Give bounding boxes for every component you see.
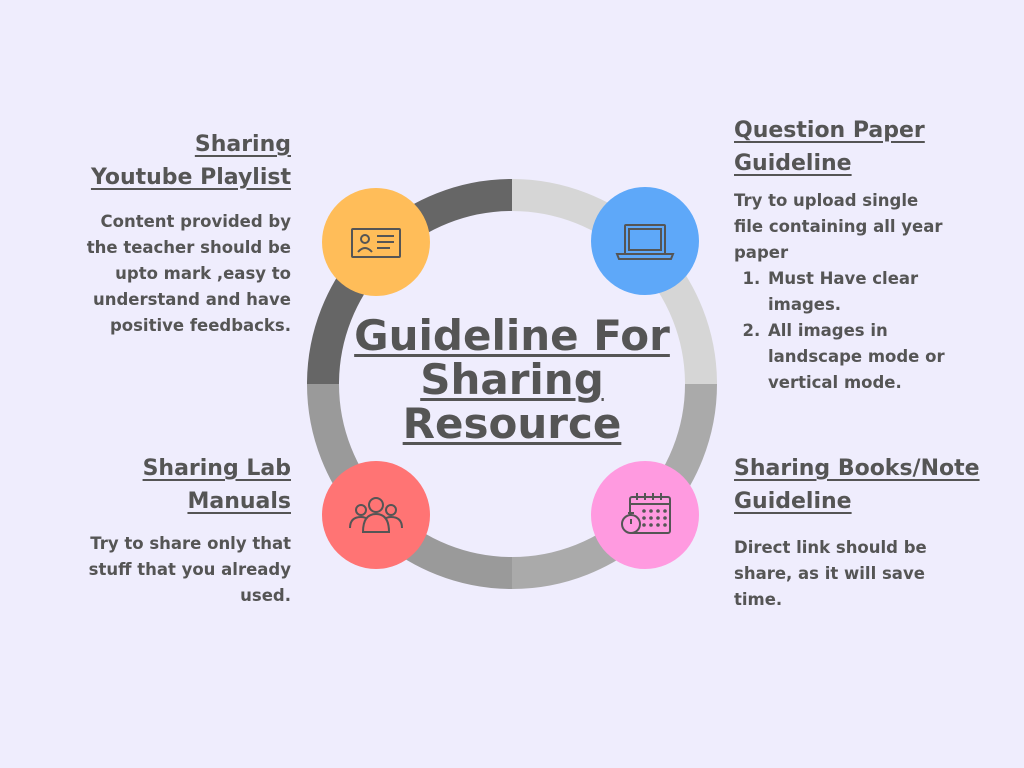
calendar-stopwatch-icon [621, 493, 671, 534]
list-item: All images in landscape mode or vertical… [766, 318, 976, 396]
lab-manuals-heading: Sharing Lab Manuals [60, 452, 291, 518]
youtube-body-line-2: the teacher should be [86, 238, 291, 257]
youtube-heading-line-1: Sharing [194, 132, 291, 157]
books-notes-body-line-2: share, as it will save [734, 564, 925, 583]
lab-manuals-body-line-1: Try to share only that [90, 534, 291, 553]
books-notes-heading: Sharing Books/Note Guideline [734, 452, 1004, 518]
youtube-heading: Sharing Youtube Playlist [60, 128, 291, 194]
node-circle-youtube [322, 188, 430, 296]
question-paper-body-line-2: file containing all year [734, 217, 943, 236]
list-item: Must Have clear images. [766, 266, 976, 318]
books-notes-body: Direct link should be share, as it will … [734, 535, 974, 613]
question-paper-list: Must Have clear images. All images in la… [734, 266, 976, 396]
lab-manuals-heading-line-1: Sharing Lab [142, 456, 291, 481]
youtube-heading-line-2: Youtube Playlist [90, 165, 291, 190]
youtube-body-line-1: Content provided by [100, 212, 291, 231]
youtube-body-line-5: positive feedbacks. [109, 316, 291, 335]
question-paper-heading-line-1: Question Paper [734, 118, 925, 143]
books-notes-heading-line-1: Sharing Books/Note [734, 456, 980, 481]
lab-manuals-body-line-3: used. [240, 586, 291, 605]
laptop-icon [615, 224, 675, 260]
calendar-dots [642, 509, 667, 527]
lab-manuals-body-line-2: stuff that you already [88, 560, 291, 579]
id-card-icon [351, 228, 401, 258]
lab-manuals-body: Try to share only that stuff that you al… [40, 531, 291, 609]
node-circle-books-notes [591, 461, 699, 569]
books-notes-heading-line-2: Guideline [734, 489, 852, 514]
question-paper-heading: Question Paper Guideline [734, 114, 994, 180]
youtube-body: Content provided by the teacher should b… [40, 209, 291, 339]
question-paper-body-line-1: Try to upload single [734, 191, 919, 210]
diagram-title: Guideline For Sharing Resource [354, 311, 670, 448]
question-paper-body: Try to upload single file containing all… [734, 188, 974, 266]
youtube-body-line-3: upto mark ,easy to [115, 264, 291, 283]
lab-manuals-heading-line-2: Manuals [187, 489, 291, 514]
books-notes-body-line-3: time. [734, 590, 783, 609]
group-icon [349, 497, 403, 533]
books-notes-body-line-1: Direct link should be [734, 538, 927, 557]
node-circle-question-paper [591, 187, 699, 295]
question-paper-body-line-3: paper [734, 243, 789, 262]
question-paper-heading-line-2: Guideline [734, 151, 852, 176]
youtube-body-line-4: understand and have [92, 290, 291, 309]
